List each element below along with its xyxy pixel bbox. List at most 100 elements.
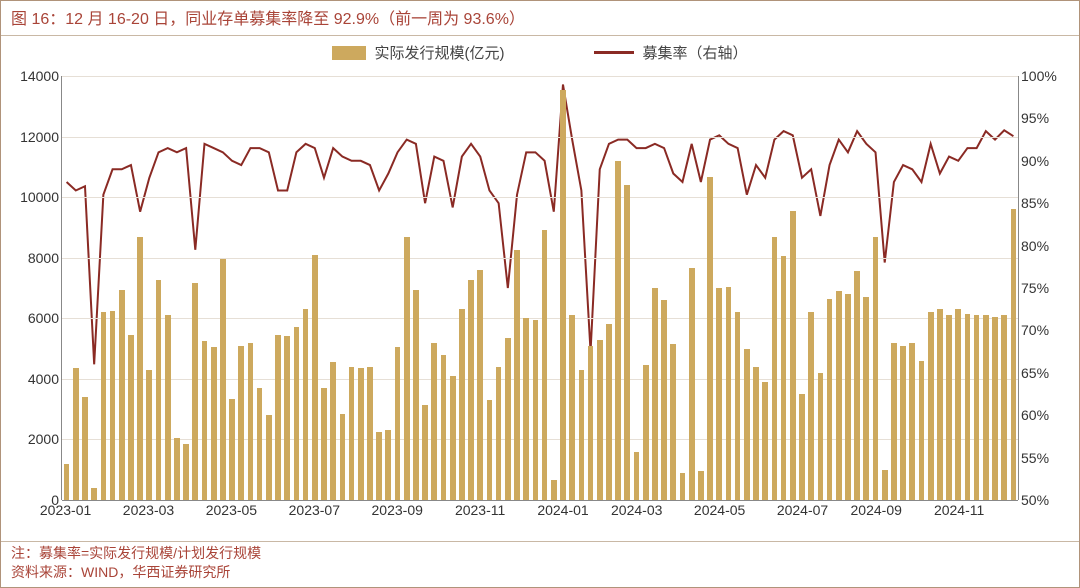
- y-right-tick: 95%: [1021, 111, 1075, 125]
- bar: [523, 318, 529, 500]
- bar: [146, 370, 152, 500]
- legend-bar: 实际发行规模(亿元): [332, 42, 504, 63]
- bar: [238, 346, 244, 500]
- bar: [101, 312, 107, 500]
- bar: [937, 309, 943, 500]
- y-left-tick: 14000: [5, 69, 59, 83]
- y-axis-right: 50%55%60%65%70%75%80%85%90%95%100%: [1021, 76, 1075, 500]
- bar: [220, 259, 226, 500]
- y-right-tick: 85%: [1021, 196, 1075, 210]
- bar: [955, 309, 961, 500]
- x-tick: 2023-03: [123, 502, 174, 518]
- bar: [294, 327, 300, 500]
- bar: [533, 320, 539, 500]
- y-left-tick: 12000: [5, 130, 59, 144]
- bar: [965, 314, 971, 500]
- bar: [799, 394, 805, 500]
- y-right-tick: 60%: [1021, 408, 1075, 422]
- x-tick: 2024-05: [694, 502, 745, 518]
- bar: [496, 367, 502, 500]
- bar: [119, 290, 125, 500]
- bar: [459, 309, 465, 500]
- footer-note: 注：募集率=实际发行规模/计划发行规模: [11, 544, 1071, 564]
- bar: [376, 432, 382, 500]
- chart-footer: 注：募集率=实际发行规模/计划发行规模 资料来源：WIND，华西证券研究所: [1, 541, 1079, 587]
- bar: [827, 299, 833, 500]
- bar: [422, 405, 428, 500]
- bar: [358, 368, 364, 500]
- bar: [73, 368, 79, 500]
- legend-line-swatch: [594, 51, 634, 54]
- bar: [128, 335, 134, 500]
- bar: [909, 343, 915, 500]
- bar: [726, 287, 732, 501]
- legend-line-label: 募集率（右轴）: [642, 42, 747, 63]
- bar: [248, 343, 254, 500]
- y-right-tick: 100%: [1021, 69, 1075, 83]
- y-left-tick: 10000: [5, 190, 59, 204]
- bar: [716, 288, 722, 500]
- bar: [137, 237, 143, 500]
- plot-region: [61, 76, 1019, 500]
- bar: [1001, 315, 1007, 500]
- bar: [992, 317, 998, 500]
- x-tick: 2023-07: [289, 502, 340, 518]
- bar: [330, 362, 336, 500]
- bar: [229, 399, 235, 500]
- x-tick: 2023-09: [372, 502, 423, 518]
- bar: [882, 470, 888, 500]
- bar: [165, 315, 171, 500]
- bar: [413, 290, 419, 500]
- bar: [514, 250, 520, 500]
- bar: [487, 400, 493, 500]
- bar: [661, 300, 667, 500]
- bar: [845, 294, 851, 500]
- bar: [404, 237, 410, 500]
- bar: [891, 343, 897, 500]
- bar: [781, 256, 787, 500]
- bar: [340, 414, 346, 500]
- bar: [110, 311, 116, 500]
- bar: [183, 444, 189, 500]
- bar: [91, 488, 97, 500]
- bar: [266, 415, 272, 500]
- bar: [450, 376, 456, 500]
- bar: [735, 312, 741, 500]
- bar: [928, 312, 934, 500]
- bar: [624, 185, 630, 500]
- bar: [303, 309, 309, 500]
- bar: [753, 367, 759, 500]
- bar: [790, 211, 796, 500]
- bar: [431, 343, 437, 500]
- chart-title: 图 16：12 月 16-20 日，同业存单募集率降至 92.9%（前一周为 9…: [1, 1, 1079, 36]
- bar: [772, 237, 778, 500]
- legend-line: 募集率（右轴）: [594, 42, 747, 63]
- x-tick: 2024-07: [777, 502, 828, 518]
- bar: [818, 373, 824, 500]
- x-tick: 2023-11: [455, 502, 505, 518]
- bar: [441, 355, 447, 500]
- y-left-tick: 8000: [5, 251, 59, 265]
- bar: [505, 338, 511, 500]
- y-right-tick: 70%: [1021, 323, 1075, 337]
- bar: [202, 341, 208, 500]
- bar: [395, 347, 401, 500]
- y-right-tick: 90%: [1021, 154, 1075, 168]
- bar: [284, 336, 290, 500]
- bar: [680, 473, 686, 500]
- bar: [900, 346, 906, 500]
- x-axis: 2023-012023-032023-052023-072023-092023-…: [61, 502, 1019, 522]
- bar: [983, 315, 989, 500]
- legend-bar-label: 实际发行规模(亿元): [374, 42, 504, 63]
- bar: [349, 367, 355, 500]
- bar: [643, 365, 649, 500]
- bar: [551, 480, 557, 500]
- bar: [707, 177, 713, 500]
- bar: [863, 297, 869, 500]
- bar: [670, 344, 676, 500]
- bar: [82, 397, 88, 500]
- bar: [615, 161, 621, 500]
- y-axis-left: 02000400060008000100001200014000: [5, 76, 59, 500]
- bar: [634, 452, 640, 500]
- bar: [588, 346, 594, 500]
